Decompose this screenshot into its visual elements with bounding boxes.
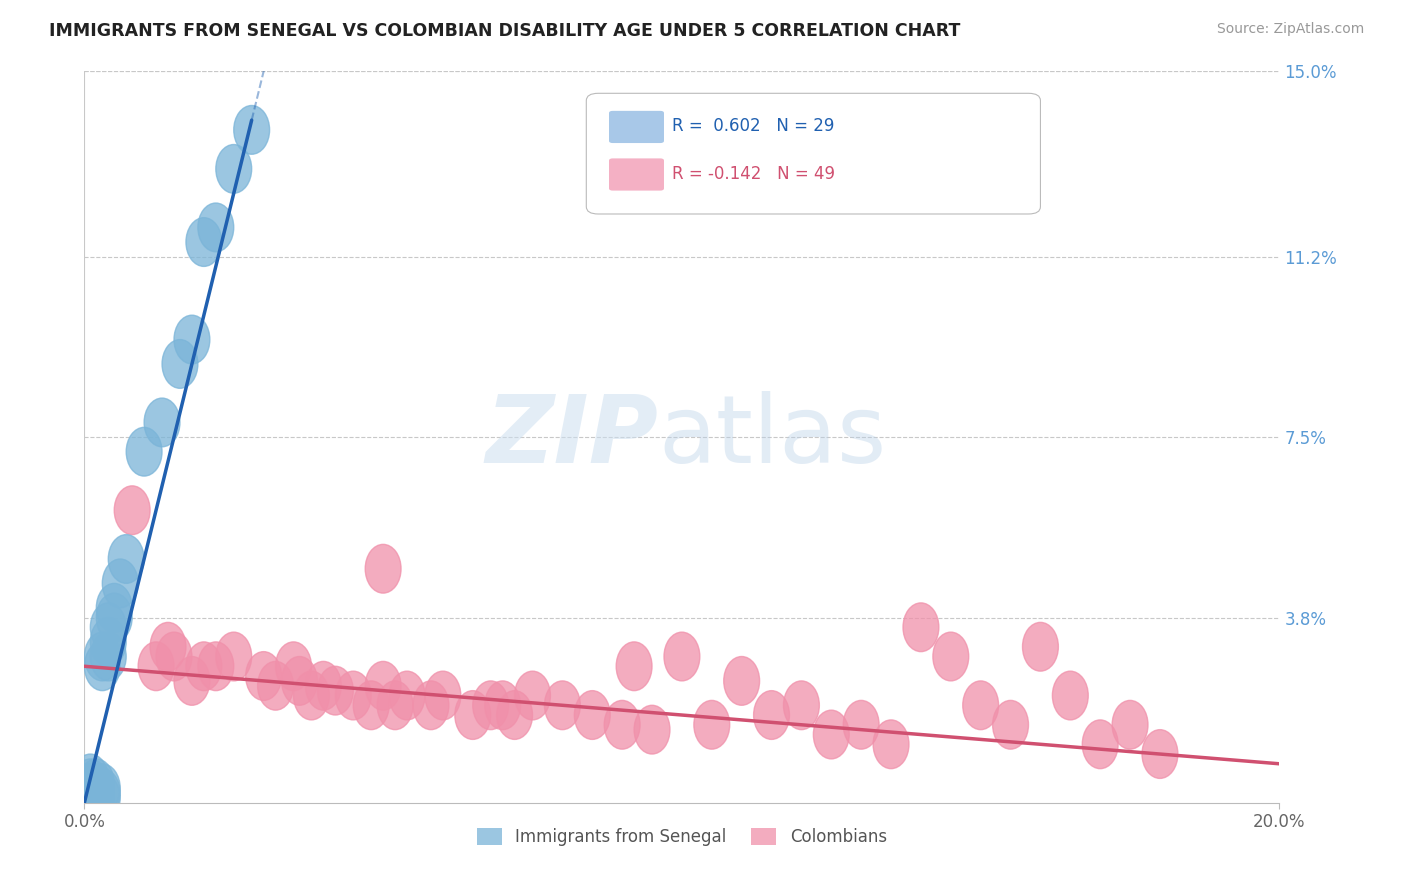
Ellipse shape [156, 632, 191, 681]
Ellipse shape [783, 681, 820, 730]
Ellipse shape [485, 681, 520, 730]
Ellipse shape [413, 681, 449, 730]
Ellipse shape [1022, 623, 1059, 671]
Ellipse shape [544, 681, 581, 730]
Ellipse shape [103, 559, 138, 607]
Ellipse shape [1142, 730, 1178, 779]
Ellipse shape [96, 593, 132, 642]
Ellipse shape [217, 632, 252, 681]
Ellipse shape [162, 340, 198, 388]
Ellipse shape [934, 632, 969, 681]
Ellipse shape [73, 759, 108, 807]
Ellipse shape [515, 671, 551, 720]
Ellipse shape [73, 754, 108, 803]
Ellipse shape [389, 671, 425, 720]
Ellipse shape [73, 764, 108, 813]
Ellipse shape [456, 690, 491, 739]
Ellipse shape [496, 690, 533, 739]
Ellipse shape [353, 681, 389, 730]
Ellipse shape [695, 700, 730, 749]
Ellipse shape [754, 690, 790, 739]
FancyBboxPatch shape [609, 111, 664, 143]
Ellipse shape [1112, 700, 1149, 749]
FancyBboxPatch shape [609, 159, 664, 191]
Ellipse shape [84, 764, 121, 813]
Ellipse shape [1083, 720, 1118, 769]
Ellipse shape [257, 661, 294, 710]
Ellipse shape [84, 642, 121, 690]
Ellipse shape [963, 681, 998, 730]
Ellipse shape [233, 105, 270, 154]
Text: IMMIGRANTS FROM SENEGAL VS COLOMBIAN DISABILITY AGE UNDER 5 CORRELATION CHART: IMMIGRANTS FROM SENEGAL VS COLOMBIAN DIS… [49, 22, 960, 40]
Ellipse shape [903, 603, 939, 652]
Ellipse shape [96, 583, 132, 632]
Legend: Immigrants from Senegal, Colombians: Immigrants from Senegal, Colombians [470, 822, 894, 853]
Ellipse shape [150, 623, 186, 671]
Ellipse shape [294, 671, 329, 720]
Ellipse shape [145, 398, 180, 447]
Ellipse shape [198, 642, 233, 690]
Ellipse shape [73, 769, 108, 817]
Text: atlas: atlas [658, 391, 886, 483]
Ellipse shape [84, 773, 121, 822]
Ellipse shape [90, 617, 127, 666]
Ellipse shape [90, 603, 127, 652]
Ellipse shape [575, 690, 610, 739]
Ellipse shape [472, 681, 509, 730]
Ellipse shape [79, 769, 114, 817]
Ellipse shape [993, 700, 1029, 749]
Ellipse shape [1053, 671, 1088, 720]
Ellipse shape [127, 427, 162, 476]
Text: ZIP: ZIP [485, 391, 658, 483]
Ellipse shape [377, 681, 413, 730]
Ellipse shape [305, 661, 342, 710]
Ellipse shape [198, 203, 233, 252]
Ellipse shape [138, 642, 174, 690]
Text: Source: ZipAtlas.com: Source: ZipAtlas.com [1216, 22, 1364, 37]
Ellipse shape [246, 652, 281, 700]
Ellipse shape [84, 632, 121, 681]
Ellipse shape [84, 769, 121, 817]
Ellipse shape [634, 706, 671, 754]
Ellipse shape [174, 315, 209, 364]
Ellipse shape [366, 661, 401, 710]
Ellipse shape [814, 710, 849, 759]
Ellipse shape [844, 700, 879, 749]
Ellipse shape [108, 534, 145, 583]
Ellipse shape [318, 666, 353, 715]
Ellipse shape [276, 642, 312, 690]
FancyBboxPatch shape [586, 94, 1040, 214]
Ellipse shape [366, 544, 401, 593]
Ellipse shape [281, 657, 318, 706]
Text: R =  0.602   N = 29: R = 0.602 N = 29 [672, 117, 835, 136]
Ellipse shape [79, 764, 114, 813]
Ellipse shape [336, 671, 371, 720]
Ellipse shape [174, 657, 209, 706]
Ellipse shape [79, 773, 114, 822]
Ellipse shape [186, 642, 222, 690]
Ellipse shape [724, 657, 759, 706]
Ellipse shape [90, 632, 127, 681]
Ellipse shape [605, 700, 640, 749]
Ellipse shape [114, 486, 150, 534]
Ellipse shape [73, 773, 108, 822]
Text: R = -0.142   N = 49: R = -0.142 N = 49 [672, 165, 835, 183]
Ellipse shape [186, 218, 222, 267]
Ellipse shape [425, 671, 461, 720]
Ellipse shape [873, 720, 910, 769]
Ellipse shape [664, 632, 700, 681]
Ellipse shape [616, 642, 652, 690]
Ellipse shape [217, 145, 252, 194]
Ellipse shape [79, 759, 114, 807]
